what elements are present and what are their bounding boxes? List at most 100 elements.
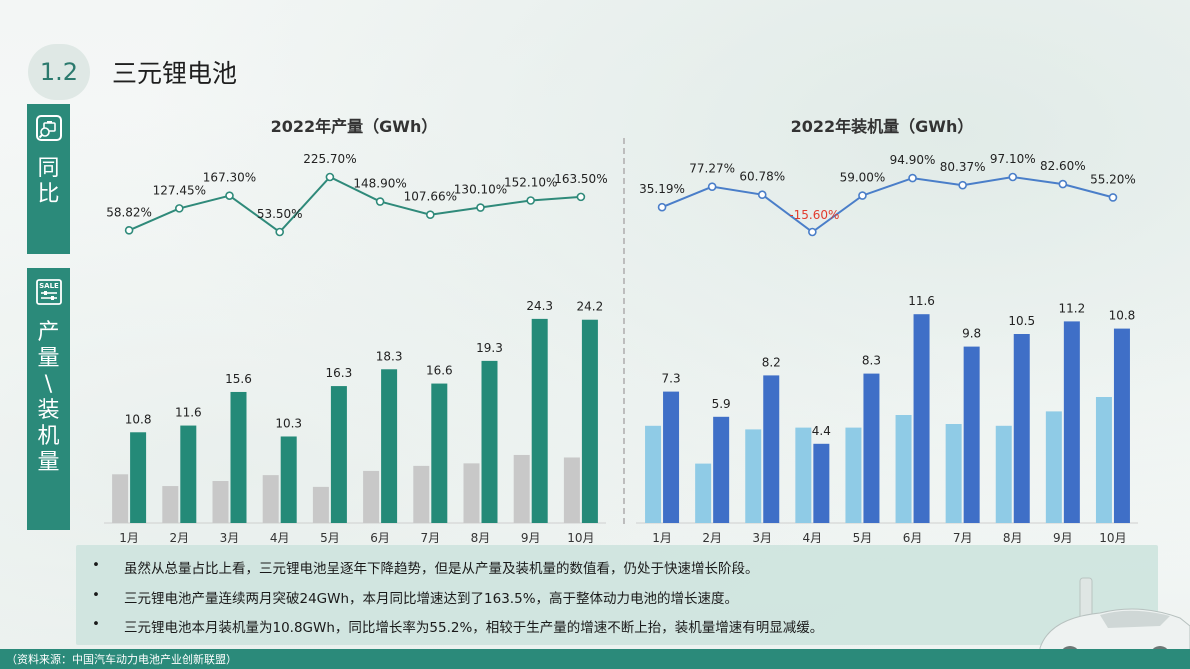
installation-chart-title: 2022年装机量（GWh） bbox=[790, 117, 974, 136]
production-x-tick: 6月 bbox=[370, 531, 390, 545]
production-yoy-point bbox=[175, 204, 184, 213]
installation-prev-bar bbox=[695, 463, 712, 523]
installation-yoy-label: 55.20% bbox=[1090, 172, 1136, 186]
installation-x-tick: 4月 bbox=[803, 531, 823, 545]
production-bar bbox=[130, 432, 147, 523]
installation-yoy-label: -15.60% bbox=[789, 208, 839, 222]
installation-yoy-point bbox=[858, 191, 867, 200]
production-yoy-point bbox=[375, 197, 385, 206]
production-bar-label: 18.3 bbox=[376, 349, 403, 363]
installation-yoy-label: 77.27% bbox=[689, 162, 735, 176]
footer-source: （资料来源：中国汽车动力电池产业创新联盟） bbox=[6, 653, 237, 666]
production-yoy-label: 152.10% bbox=[504, 176, 557, 190]
briefcase-search-icon bbox=[35, 115, 62, 141]
installation-x-tick: 6月 bbox=[903, 531, 923, 545]
production-yoy-label: 163.50% bbox=[554, 172, 607, 186]
production-prev-bar bbox=[513, 454, 530, 523]
note-bullet: • bbox=[92, 557, 100, 573]
production-bar-label: 16.3 bbox=[326, 366, 353, 380]
installation-yoy-point bbox=[1058, 179, 1068, 189]
installation-bar-label: 11.2 bbox=[1058, 301, 1085, 315]
production-yoy-label: 225.70% bbox=[303, 152, 356, 166]
production-x-tick: 5月 bbox=[320, 531, 340, 545]
car-illustration bbox=[1039, 577, 1190, 666]
installation-bar-label: 5.9 bbox=[712, 397, 731, 411]
production-prev-bar bbox=[212, 481, 229, 523]
production-x-tick: 7月 bbox=[420, 531, 440, 545]
installation-yoy-label: 59.00% bbox=[840, 171, 886, 185]
installation-yoy-point bbox=[1108, 193, 1118, 202]
sidebar-yoy-label: 同 比 bbox=[37, 156, 60, 207]
installation-x-tick: 7月 bbox=[953, 531, 973, 545]
production-bar bbox=[180, 425, 197, 523]
installation-prev-bar bbox=[995, 425, 1012, 523]
production-bar bbox=[280, 436, 297, 523]
installation-prev-bar bbox=[845, 427, 862, 523]
production-yoy-label: 167.30% bbox=[203, 171, 256, 185]
installation-bar bbox=[1113, 328, 1130, 523]
production-yoy-label: 127.45% bbox=[153, 183, 206, 197]
installation-bar bbox=[713, 416, 730, 523]
installation-bar bbox=[813, 443, 830, 523]
production-bar-label: 24.2 bbox=[577, 300, 604, 314]
production-yoy-label: 148.90% bbox=[353, 177, 406, 191]
installation-bar-label: 9.8 bbox=[962, 327, 981, 341]
production-bar-label: 10.3 bbox=[275, 416, 302, 430]
production-x-tick: 10月 bbox=[567, 531, 594, 545]
installation-x-tick: 3月 bbox=[752, 531, 772, 545]
production-yoy-label: 53.50% bbox=[257, 207, 303, 221]
production-x-tick: 1月 bbox=[119, 531, 139, 545]
installation-x-tick: 2月 bbox=[702, 531, 722, 545]
production-prev-bar bbox=[262, 475, 279, 523]
production-prev-bar bbox=[563, 457, 580, 523]
installation-prev-bar bbox=[1095, 397, 1112, 523]
production-yoy-label: 58.82% bbox=[106, 205, 152, 219]
production-yoy-line bbox=[128, 175, 581, 234]
installation-yoy-point bbox=[657, 202, 667, 212]
installation-bar bbox=[1063, 321, 1080, 523]
note-3: • 三元锂电池本月装机量为10.8GWh，同比增长率为55.2%，相较于生产量的增… bbox=[92, 616, 824, 636]
installation-prev-bar bbox=[895, 415, 912, 523]
installation-prev-bar bbox=[745, 429, 762, 523]
production-bar-label: 11.6 bbox=[175, 406, 202, 420]
installation-prev-bar bbox=[645, 425, 662, 523]
footer-bar: （资料来源：中国汽车动力电池产业创新联盟） bbox=[0, 649, 1190, 669]
installation-yoy-point bbox=[958, 180, 967, 190]
installation-bar bbox=[913, 314, 930, 523]
production-prev-bar bbox=[413, 465, 430, 523]
production-bar-label: 19.3 bbox=[476, 341, 503, 355]
installation-yoy-label: 60.78% bbox=[739, 170, 785, 184]
note-1: • 虽然从总量占比上看，三元锂电池呈逐年下降趋势，但是从产量及装机量的数值看，仍处… bbox=[92, 557, 759, 577]
section-title: 三元锂电池 bbox=[112, 59, 238, 88]
production-prev-bar bbox=[463, 463, 480, 523]
production-yoy-point bbox=[576, 192, 586, 202]
installation-x-tick: 9月 bbox=[1053, 531, 1073, 545]
production-yoy-point bbox=[425, 210, 435, 220]
installation-yoy-point bbox=[908, 173, 917, 183]
production-yoy-point bbox=[325, 172, 335, 182]
installation-bar-label: 10.8 bbox=[1109, 309, 1136, 323]
production-bar-label: 15.6 bbox=[225, 372, 252, 386]
installation-bar bbox=[663, 391, 680, 523]
production-yoy-point bbox=[124, 226, 134, 235]
installation-bar bbox=[1013, 334, 1030, 523]
installation-x-tick: 1月 bbox=[652, 531, 672, 545]
production-bar bbox=[431, 383, 448, 523]
production-bar-label: 16.6 bbox=[426, 364, 453, 378]
production-bar-label: 10.8 bbox=[125, 412, 152, 426]
installation-x-tick: 5月 bbox=[853, 531, 873, 545]
installation-yoy-label: 97.10% bbox=[990, 152, 1036, 166]
sidebar-yoy-box: 同 比 bbox=[27, 104, 70, 254]
production-prev-bar bbox=[363, 470, 380, 523]
note-bullet: • bbox=[92, 616, 100, 632]
production-bar-label: 24.3 bbox=[526, 299, 553, 313]
installation-bar bbox=[763, 375, 780, 523]
production-prev-bar bbox=[162, 486, 179, 523]
production-prev-bar bbox=[112, 474, 129, 523]
installation-prev-bar bbox=[795, 427, 812, 523]
installation-bar bbox=[963, 346, 980, 523]
sidebar-volume-label: 产 量 \ 装 机 量 bbox=[37, 320, 60, 475]
production-bar bbox=[531, 318, 548, 523]
chart-divider bbox=[623, 138, 625, 524]
installation-yoy-point bbox=[707, 182, 717, 191]
